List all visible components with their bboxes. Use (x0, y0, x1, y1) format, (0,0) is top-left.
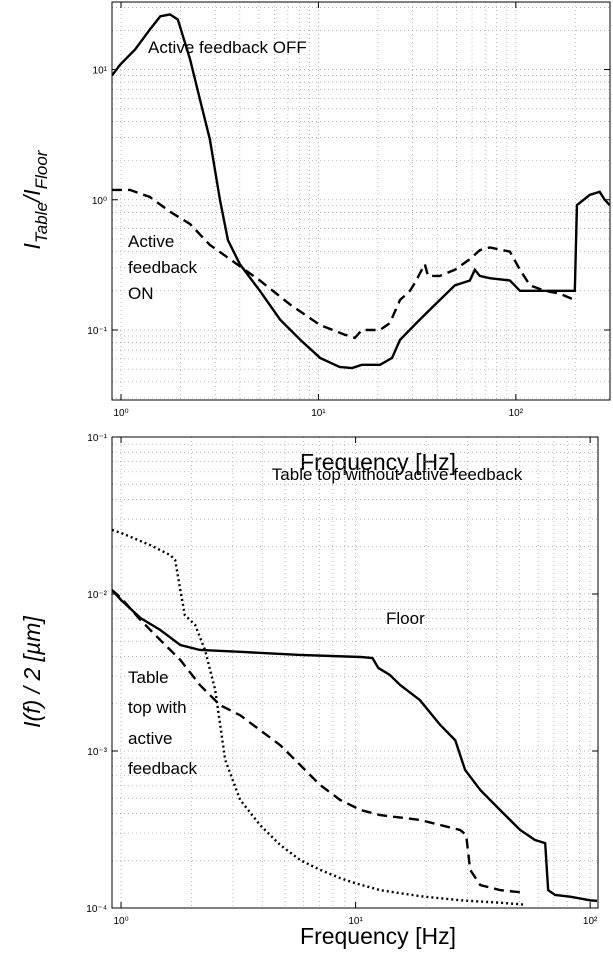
plot-frame (111, 436, 599, 909)
y-tick-label: 10⁻¹ (87, 326, 107, 337)
annotation: feedback (128, 258, 197, 277)
y-axis-label-part: Table (32, 202, 51, 243)
y-axis-label: ITable/IFloor (19, 149, 51, 249)
plot: 10⁰ 10¹ 10² 10⁻¹ 10⁰ 10¹ Active feedback OFF Ac… (19, 1, 611, 475)
x-tick-label: 10² (509, 408, 524, 419)
x-tick-label: 10² (583, 916, 598, 927)
y-tick-label: 10⁰ (92, 196, 107, 207)
data-line (112, 589, 598, 903)
y-axis-label-part: /I (19, 189, 45, 204)
annotation: Floor (386, 609, 425, 628)
plot-frame (111, 1, 611, 401)
y-tick-label: 10¹ (93, 66, 108, 77)
data-line (112, 13, 610, 370)
x-tick-label: 10⁰ (113, 916, 128, 927)
data-line (112, 188, 576, 340)
x-axis-label: Frequency [Hz] (300, 449, 456, 475)
data-line (112, 589, 526, 894)
annotation: active (128, 729, 172, 748)
annotation: Active (128, 232, 174, 251)
y-tick-label: 10⁻³ (87, 747, 107, 758)
annotation: feedback (128, 759, 197, 778)
y-axis-label-part: I (19, 242, 45, 249)
y-tick-label: 10⁻² (87, 590, 107, 601)
annotation: Active feedback OFF (148, 38, 307, 57)
x-tick-label: 10¹ (311, 408, 326, 419)
x-tick-label: 10⁰ (113, 408, 128, 419)
annotation: Table (128, 668, 169, 687)
plot: 10⁰ 10¹ 10² 10⁻⁴ 10⁻³ 10⁻² 10⁻¹ Table top witho… (19, 433, 599, 949)
y-axis-label-part: Floor (32, 149, 51, 189)
x-tick-label: 10¹ (348, 916, 363, 927)
annotation: top with (128, 698, 187, 717)
data-line (112, 528, 526, 906)
annotation: Table top without active feedback (272, 465, 523, 484)
y-axis-label: I(f) / 2 [µm] (19, 616, 45, 728)
y-tick-label: 10⁻⁴ (86, 904, 107, 915)
x-axis-label: Frequency [Hz] (300, 923, 456, 949)
y-tick-label: 10⁻¹ (87, 433, 107, 444)
annotation: ON (128, 284, 154, 303)
